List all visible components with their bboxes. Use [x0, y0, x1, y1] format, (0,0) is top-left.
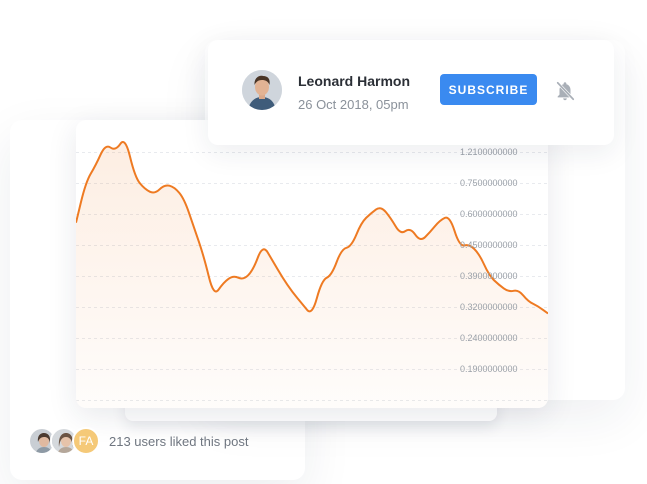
y-tick-label: 1.2100000000 — [460, 147, 518, 157]
y-tick-label: 0.3200000000 — [460, 302, 518, 312]
liker-avatar[interactable] — [50, 427, 78, 455]
author-name[interactable]: Leonard Harmon — [298, 73, 411, 89]
y-tick-label: 0.2400000000 — [460, 333, 518, 343]
chart-card: 1.2100000000 0.7500000000 0.6000000000 0.45… — [76, 120, 548, 408]
chart-series-line — [76, 141, 548, 315]
likes-count-text: 213 users liked this post — [109, 433, 249, 449]
chart-area-fill — [76, 142, 548, 408]
subscribe-button[interactable]: SUBSCRIBE — [440, 74, 537, 105]
author-avatar[interactable] — [242, 70, 282, 110]
y-axis-labels: 1.2100000000 0.7500000000 0.6000000000 0.45… — [460, 147, 518, 374]
post-date: 26 Oct 2018, 05pm — [298, 97, 409, 112]
bell-off-icon[interactable] — [554, 80, 576, 102]
liker-avatar-initials[interactable]: FA — [72, 427, 100, 455]
y-tick-label: 0.7500000000 — [460, 178, 518, 188]
area-chart: 1.2100000000 0.7500000000 0.6000000000 0.45… — [76, 141, 548, 408]
y-tick-label: 0.1900000000 — [460, 364, 518, 374]
author-card: Leonard Harmon 26 Oct 2018, 05pm SUBSCRI… — [208, 40, 614, 145]
y-tick-label: 0.3900000000 — [460, 271, 518, 281]
y-tick-label: 0.4500000000 — [460, 240, 518, 250]
likes-row: FA 213 users liked this post — [28, 426, 248, 456]
y-tick-label: 0.6000000000 — [460, 209, 518, 219]
